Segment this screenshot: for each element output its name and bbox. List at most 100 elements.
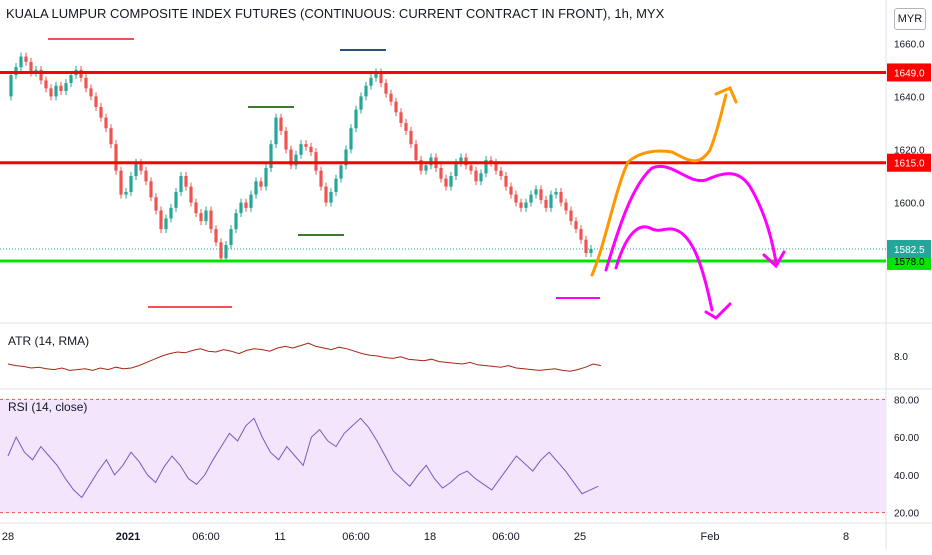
projection-path-magenta-lower: [614, 225, 714, 312]
price-candle: [54, 85, 58, 97]
price-candle: [484, 160, 488, 174]
price-candle: [549, 194, 553, 208]
price-level-tag: [887, 63, 931, 82]
price-axis-tick: 1600.0: [894, 199, 925, 210]
atr-indicator-label[interactable]: ATR (14, RMA): [8, 334, 90, 348]
price-candle: [444, 178, 448, 187]
price-candle: [9, 75, 13, 97]
price-candle: [424, 165, 428, 171]
price-candle: [224, 245, 228, 259]
time-axis-tick: 25: [574, 531, 586, 543]
price-candle: [29, 61, 33, 73]
price-candle: [534, 189, 538, 195]
price-candle: [544, 199, 548, 208]
price-candle: [344, 149, 348, 166]
price-candle: [84, 77, 88, 89]
price-candle: [554, 191, 558, 195]
price-candle: [139, 162, 143, 171]
price-candle: [414, 144, 418, 161]
time-axis-tick: Feb: [701, 531, 720, 543]
price-axis-tick: 1660.0: [894, 39, 925, 50]
price-candle: [214, 229, 218, 243]
price-candle: [304, 144, 308, 147]
price-candle: [274, 117, 278, 145]
price-candle: [244, 202, 248, 208]
price-candle: [239, 202, 243, 214]
price-candle: [529, 194, 533, 203]
price-candle: [279, 117, 283, 131]
rsi-axis-tick: 80.00: [894, 395, 919, 406]
time-axis-tick: 2021: [116, 531, 140, 543]
price-candle: [334, 178, 338, 192]
price-candle: [404, 122, 408, 131]
price-candle: [64, 83, 68, 92]
price-candle: [229, 229, 233, 246]
price-candle: [199, 213, 203, 222]
price-candle: [264, 168, 268, 187]
price-candle: [284, 130, 288, 150]
time-axis-tick: 18: [424, 531, 436, 543]
price-axis-tick: 1640.0: [894, 92, 925, 103]
projection-arrow-magenta-upper: [762, 250, 786, 269]
price-candle: [359, 96, 363, 110]
price-candle: [349, 128, 353, 150]
price-candle: [384, 83, 388, 94]
price-candle: [254, 181, 258, 195]
price-candle: [394, 101, 398, 113]
price-candle: [104, 117, 108, 129]
price-candle: [119, 170, 123, 195]
price-level-tag: [887, 153, 931, 172]
price-candle: [389, 93, 393, 102]
price-level-label: 1615.0: [894, 159, 925, 170]
price-candle: [514, 194, 518, 203]
price-candle: [494, 162, 498, 171]
price-candle: [579, 229, 583, 240]
price-candle: [184, 176, 188, 187]
price-candle: [364, 85, 368, 97]
price-candle: [99, 106, 103, 118]
price-candle: [289, 149, 293, 166]
projection-arrow-orange: [714, 86, 738, 104]
price-candle: [174, 191, 178, 208]
time-axis-tick: 8: [843, 531, 849, 543]
price-candle: [109, 128, 113, 145]
price-candle: [589, 249, 593, 253]
price-candle: [399, 112, 403, 123]
price-candle: [149, 181, 153, 198]
price-candle: [164, 218, 168, 230]
time-axis-tick: 28: [2, 531, 14, 543]
price-candle: [454, 162, 458, 176]
price-candle: [519, 202, 523, 208]
rsi-axis-tick: 20.00: [894, 509, 919, 520]
price-candle: [19, 56, 23, 68]
price-candle: [569, 210, 573, 222]
price-candle: [559, 191, 563, 203]
rsi-indicator-label[interactable]: RSI (14, close): [8, 400, 88, 414]
last-price-tag: [887, 240, 931, 258]
price-candle: [49, 88, 53, 97]
atr-series-line: [7, 342, 602, 372]
price-candle: [419, 160, 423, 171]
price-candle: [69, 75, 73, 84]
price-candle: [369, 77, 373, 86]
currency-button[interactable]: MYR: [894, 8, 926, 30]
price-candle: [269, 144, 273, 169]
price-candle: [209, 210, 213, 230]
price-candle: [234, 213, 238, 230]
price-candle: [159, 210, 163, 230]
projection-arrow-magenta-lower: [704, 302, 732, 320]
time-axis-tick: 06:00: [342, 531, 370, 543]
price-candle: [294, 154, 298, 166]
price-candle: [459, 157, 463, 163]
price-candle: [44, 80, 48, 89]
price-candle: [319, 170, 323, 187]
price-candle: [169, 207, 173, 219]
price-candle: [154, 197, 158, 211]
price-candle: [144, 170, 148, 182]
price-candle: [379, 72, 383, 84]
price-candle: [329, 191, 333, 203]
price-candle: [449, 176, 453, 187]
price-candle: [24, 56, 28, 62]
